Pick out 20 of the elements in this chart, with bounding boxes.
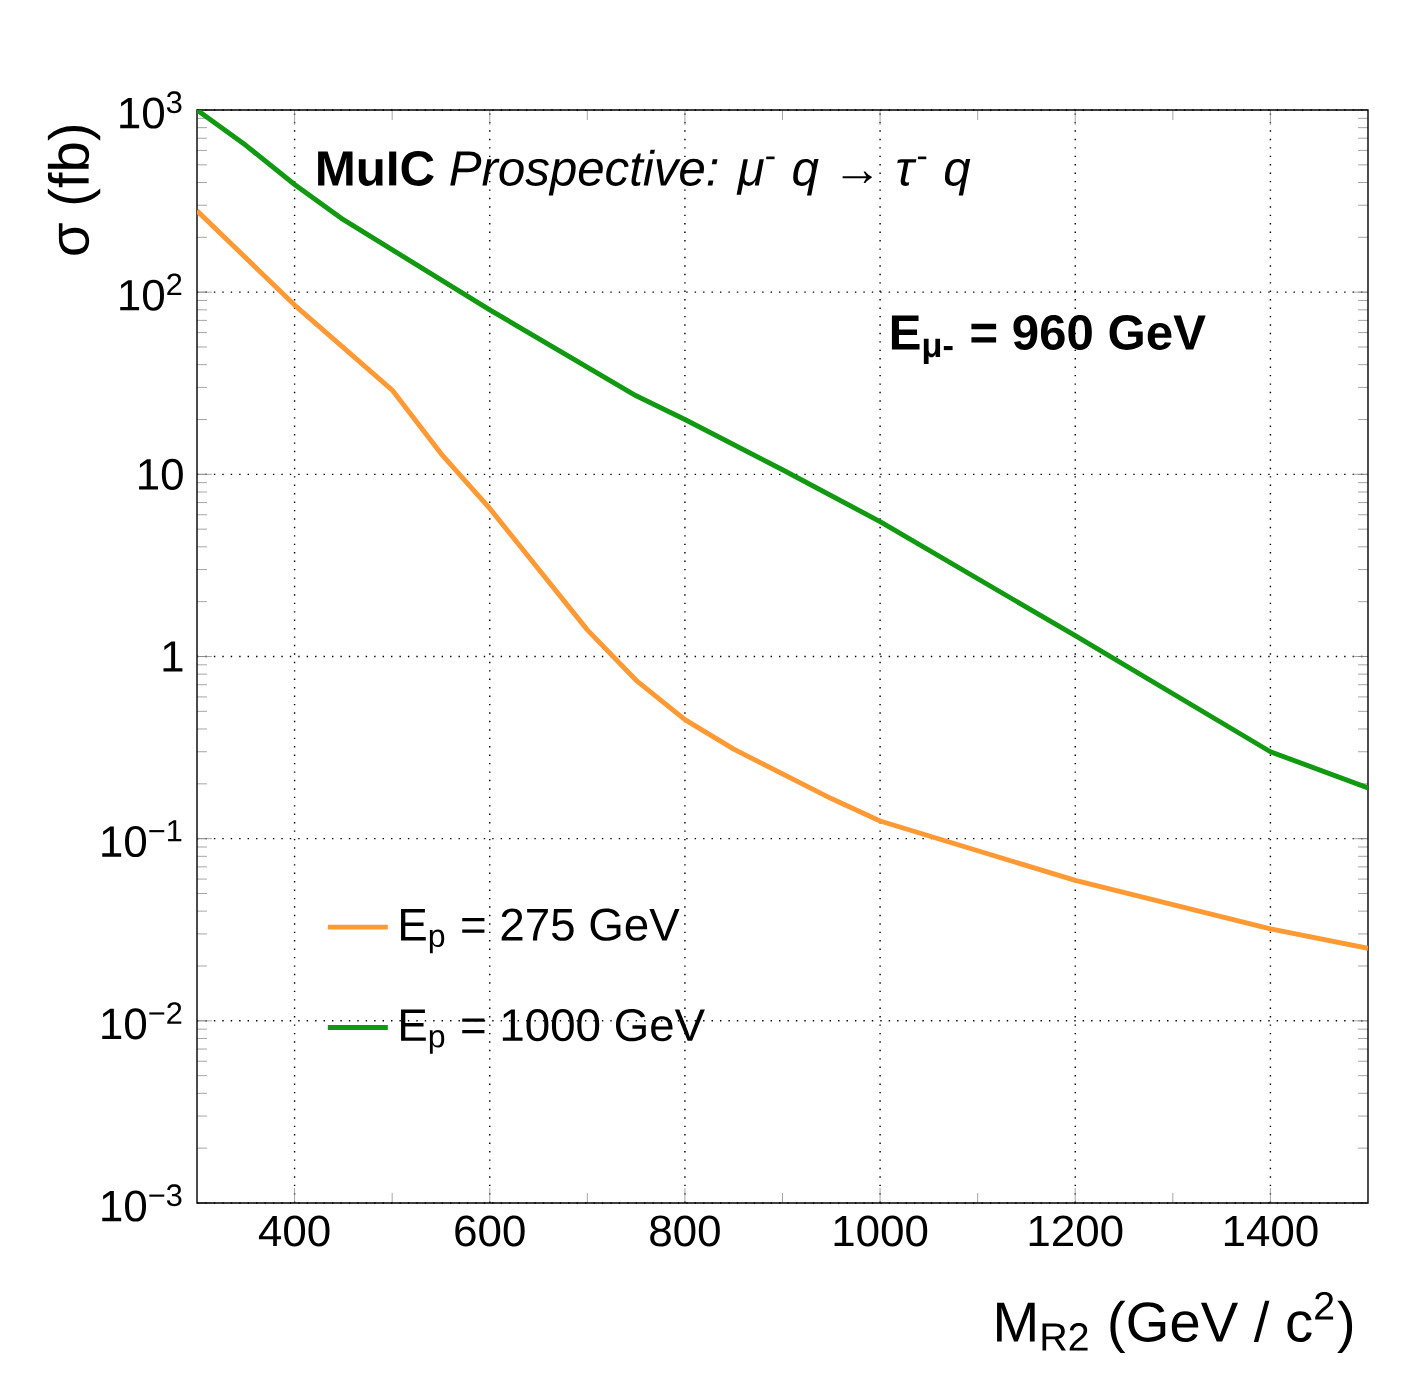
y-tick-label: 10$^{3}$ bbox=[120, 91, 182, 129]
y-axis-title: σ (fb) bbox=[47, 125, 101, 255]
x-axis-title: M$_{R2}$ (GeV / c$^{2}$) bbox=[997, 1291, 1353, 1354]
text: MuIC Prospective: μ$^{-}$ q → τ$^{-}$ q bbox=[318, 149, 971, 196]
y-tick-label: 10$^{−2}$ bbox=[102, 1002, 182, 1040]
y-tick-label: 1 bbox=[163, 641, 183, 672]
x-tick-label: 800 bbox=[650, 1215, 720, 1247]
y-tick-label: 10$^{−1}$ bbox=[102, 820, 182, 858]
x-tick-label: 600 bbox=[455, 1215, 525, 1247]
y-tick-label: 10$^{−3}$ bbox=[102, 1184, 182, 1222]
x-tick-label: 1000 bbox=[834, 1215, 928, 1247]
line-series bbox=[197, 109, 1368, 791]
legend-label: E$_{p}$ = 275 GeV bbox=[401, 908, 680, 954]
x-tick-label: 1400 bbox=[1224, 1215, 1318, 1247]
y-tick-label: 10 bbox=[139, 458, 183, 490]
annotation: E$_{μ-}$ = 960 GeV bbox=[891, 315, 1206, 365]
legend-label: E$_{p}$ = 1000 GeV bbox=[401, 1008, 705, 1054]
x-tick-label: 400 bbox=[258, 1215, 330, 1247]
x-tick-label: 1200 bbox=[1029, 1215, 1123, 1247]
y-tick-label: 10$^{2}$ bbox=[120, 273, 182, 311]
